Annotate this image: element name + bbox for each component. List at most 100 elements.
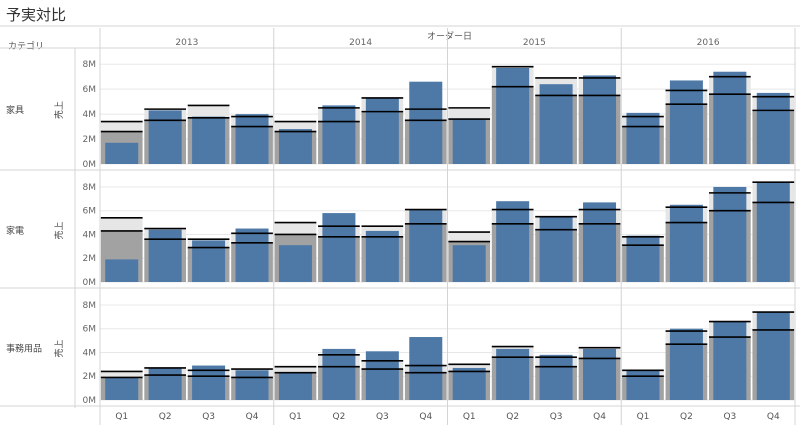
actual-bar xyxy=(452,245,486,282)
actual-bar xyxy=(713,321,747,400)
actual-bar xyxy=(539,84,573,164)
actual-bar xyxy=(192,240,226,282)
actual-bar xyxy=(365,351,399,400)
actual-bar xyxy=(235,370,269,400)
actual-bar xyxy=(713,71,747,164)
actual-bar xyxy=(626,370,660,400)
actual-bar xyxy=(539,216,573,282)
y-tick-label: 2M xyxy=(83,372,97,382)
actual-bar xyxy=(322,348,356,400)
actual-bar xyxy=(278,372,312,400)
actual-bar xyxy=(583,348,617,400)
y-axis-label: 売上 xyxy=(53,339,65,357)
y-tick-label: 8M xyxy=(83,301,97,311)
actual-bar xyxy=(148,367,182,400)
target-band-upper xyxy=(100,217,143,231)
y-axis-label: 売上 xyxy=(53,101,65,119)
actual-bar xyxy=(409,81,443,164)
actual-bar xyxy=(539,354,573,400)
actual-bar xyxy=(365,230,399,282)
actual-bar xyxy=(278,245,312,282)
actual-bar xyxy=(192,116,226,164)
page-title: 予実対比 xyxy=(6,6,67,24)
actual-bar xyxy=(452,119,486,164)
category-label: 家電 xyxy=(6,225,24,237)
actual-bar xyxy=(365,97,399,164)
actual-bar xyxy=(583,202,617,282)
actual-bar xyxy=(105,259,139,282)
actual-bar xyxy=(626,112,660,164)
year-header: 2015 xyxy=(523,38,546,48)
actual-bar xyxy=(148,110,182,164)
y-axis-label: 売上 xyxy=(53,221,65,239)
y-tick-label: 6M xyxy=(83,207,97,217)
y-tick-label: 6M xyxy=(83,325,97,335)
actual-bar xyxy=(322,213,356,282)
actual-bar xyxy=(409,209,443,282)
quarter-label: Q1 xyxy=(289,412,302,422)
year-header: 2016 xyxy=(697,38,720,48)
quarter-label: Q3 xyxy=(723,412,736,422)
target-band-upper xyxy=(100,121,143,132)
y-tick-label: 0M xyxy=(83,160,97,170)
quarter-label: Q3 xyxy=(376,412,389,422)
actual-bar xyxy=(626,235,660,282)
actual-bar xyxy=(409,337,443,400)
y-tick-label: 2M xyxy=(83,254,97,264)
quarter-label: Q4 xyxy=(246,412,259,422)
category-label: 家具 xyxy=(6,104,24,116)
actual-bar xyxy=(322,105,356,164)
quarter-label: Q4 xyxy=(419,412,432,422)
actual-bar xyxy=(713,186,747,282)
quarter-label: Q1 xyxy=(115,412,128,422)
actual-bar xyxy=(669,80,703,164)
date-header: オーダー日 xyxy=(427,32,473,42)
quarter-label: Q4 xyxy=(593,412,606,422)
y-tick-label: 0M xyxy=(83,396,97,406)
target-band-upper xyxy=(448,232,491,242)
category-label: 事務用品 xyxy=(6,343,42,355)
target-band-upper xyxy=(100,371,143,378)
quarter-label: Q3 xyxy=(202,412,215,422)
actual-bar xyxy=(192,365,226,400)
y-tick-label: 8M xyxy=(83,60,97,70)
target-band-upper xyxy=(274,366,317,373)
actual-bar xyxy=(756,182,790,282)
quarter-label: Q2 xyxy=(333,412,346,422)
y-tick-label: 8M xyxy=(83,183,97,193)
actual-bar xyxy=(756,92,790,164)
quarter-label: Q1 xyxy=(463,412,476,422)
target-band-upper xyxy=(274,121,317,132)
year-header: 2014 xyxy=(349,38,372,48)
actual-bar xyxy=(235,228,269,282)
actual-bar xyxy=(583,75,617,164)
year-header: 2013 xyxy=(175,38,198,48)
actual-bar xyxy=(105,377,139,400)
y-tick-label: 4M xyxy=(83,348,97,358)
target-band-upper xyxy=(448,107,491,120)
actual-bar xyxy=(496,67,530,164)
actual-bar xyxy=(148,229,182,282)
y-tick-label: 0M xyxy=(83,278,97,288)
target-band-upper xyxy=(187,105,230,118)
category-header: カテゴリ xyxy=(8,42,45,52)
y-tick-label: 2M xyxy=(83,135,97,145)
quarter-label: Q4 xyxy=(767,412,780,422)
y-tick-label: 4M xyxy=(83,110,97,120)
quarter-label: Q2 xyxy=(159,412,172,422)
quarter-label: Q2 xyxy=(680,412,693,422)
quarter-label: Q2 xyxy=(506,412,519,422)
actual-bar xyxy=(669,204,703,282)
actual-bar xyxy=(669,328,703,400)
actual-bar xyxy=(452,367,486,400)
target-band-upper xyxy=(274,222,317,235)
quarter-label: Q3 xyxy=(550,412,563,422)
actual-bar xyxy=(105,142,139,164)
actual-bar xyxy=(235,114,269,164)
actual-bar xyxy=(496,201,530,282)
actual-bar xyxy=(756,312,790,400)
actual-bar xyxy=(278,129,312,164)
y-tick-label: 4M xyxy=(83,230,97,240)
quarter-label: Q1 xyxy=(637,412,650,422)
